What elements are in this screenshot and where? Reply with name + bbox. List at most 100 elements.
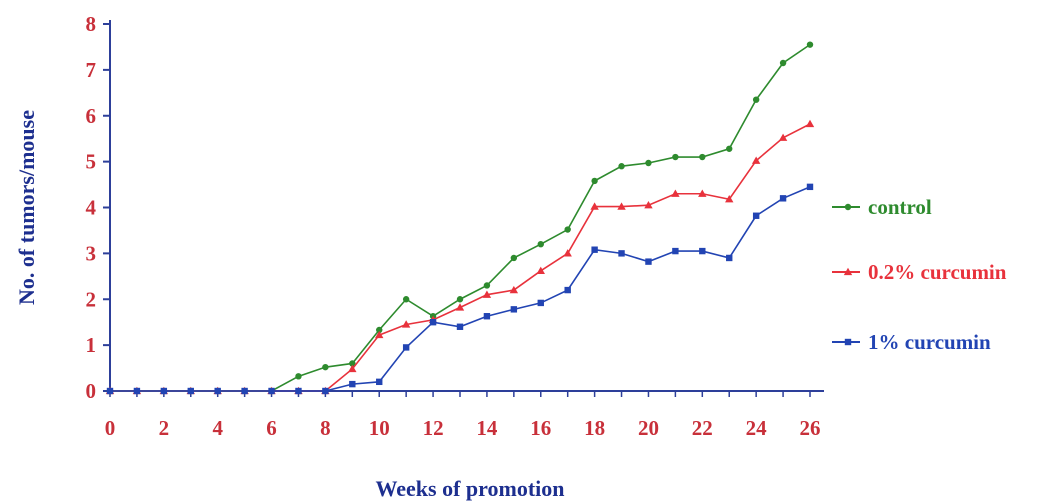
y-tick-label: 6 xyxy=(86,104,97,128)
data-point-1-curcumin xyxy=(779,195,787,202)
x-tick-label: 8 xyxy=(320,416,331,440)
data-point-1-curcumin xyxy=(295,387,302,395)
data-point-0-2-curcumin xyxy=(751,156,761,164)
data-point-0-2-curcumin xyxy=(509,285,519,294)
data-point-1-curcumin xyxy=(752,212,760,219)
data-point-control xyxy=(402,296,410,303)
data-point-control xyxy=(752,96,760,103)
data-point-0-2-curcumin xyxy=(563,249,572,257)
x-axis-title: Weeks of promotion xyxy=(375,476,564,501)
data-point-control xyxy=(483,282,491,289)
data-point-control xyxy=(349,360,356,367)
data-point-1-curcumin xyxy=(618,250,625,257)
data-point-control xyxy=(779,59,787,67)
y-tick-label: 4 xyxy=(86,196,97,220)
x-tick-label: 20 xyxy=(638,416,659,440)
data-point-0-2-curcumin xyxy=(617,202,626,210)
data-point-control xyxy=(591,177,598,185)
data-point-1-curcumin xyxy=(510,306,518,313)
legend-item-control: control xyxy=(832,195,932,219)
x-tick-label: 24 xyxy=(746,416,768,440)
data-point-control xyxy=(672,153,679,161)
x-tick-label: 4 xyxy=(212,416,223,440)
data-point-0-2-curcumin xyxy=(671,189,680,197)
legend-label: control xyxy=(868,195,932,219)
data-point-control xyxy=(456,296,464,303)
legend-marker xyxy=(844,203,852,211)
x-tick-label: 0 xyxy=(105,416,116,440)
data-point-control xyxy=(645,159,652,167)
data-point-control xyxy=(806,41,814,48)
data-point-1-curcumin xyxy=(187,387,194,395)
data-point-control xyxy=(510,254,518,262)
series-line-control xyxy=(110,43,811,392)
data-point-0-2-curcumin xyxy=(725,195,734,203)
data-point-0-2-curcumin xyxy=(455,303,465,311)
data-point-0-2-curcumin xyxy=(590,202,599,210)
legend: control 0.2% curcumin 1% curcumin xyxy=(832,195,1007,354)
data-point-1-curcumin xyxy=(806,183,814,191)
legend-item-0-2-curcumin: 0.2% curcumin xyxy=(832,260,1007,284)
data-point-0-2-curcumin xyxy=(536,266,545,274)
data-point-1-curcumin xyxy=(376,378,383,386)
data-point-control xyxy=(376,326,383,334)
data-point-1-curcumin xyxy=(268,387,275,395)
x-tick-label: 10 xyxy=(369,416,390,440)
x-tick-label: 16 xyxy=(530,416,551,440)
data-point-1-curcumin xyxy=(349,380,356,388)
series-line-0-2-curcumin xyxy=(110,123,811,392)
legend-marker xyxy=(843,267,853,276)
data-point-1-curcumin xyxy=(241,387,248,395)
data-point-control xyxy=(295,373,302,380)
data-point-control xyxy=(726,145,733,152)
legend-item-1-curcumin: 1% curcumin xyxy=(832,330,991,354)
y-tick-label: 5 xyxy=(86,150,97,174)
x-tick-label: 6 xyxy=(266,416,277,440)
series-1-curcumin xyxy=(106,183,814,395)
data-point-1-curcumin xyxy=(322,387,329,395)
data-point-control xyxy=(322,363,329,371)
x-tick-label: 26 xyxy=(800,416,821,440)
data-point-1-curcumin xyxy=(402,344,410,351)
y-tick-label: 3 xyxy=(86,241,97,265)
series-line-1-curcumin xyxy=(110,186,811,392)
data-point-1-curcumin xyxy=(483,313,491,320)
data-point-0-2-curcumin xyxy=(778,133,788,141)
y-axis-title: No. of tumors/mouse xyxy=(14,110,39,305)
data-point-0-2-curcumin xyxy=(375,330,384,339)
data-point-control xyxy=(537,241,544,248)
data-point-1-curcumin xyxy=(214,387,221,395)
data-point-control xyxy=(564,226,571,233)
data-point-0-2-curcumin xyxy=(348,364,357,373)
y-tick-label: 8 xyxy=(86,12,97,36)
data-point-1-curcumin xyxy=(699,247,706,255)
series-0-2-curcumin xyxy=(105,119,815,395)
x-tick-label: 18 xyxy=(584,416,605,440)
data-point-1-curcumin xyxy=(591,246,598,253)
x-tick-label: 14 xyxy=(476,416,498,440)
legend-label: 0.2% curcumin xyxy=(868,260,1007,284)
y-tick-label: 2 xyxy=(86,287,97,311)
data-point-1-curcumin xyxy=(726,254,733,262)
data-point-0-2-curcumin xyxy=(401,320,411,328)
data-point-1-curcumin xyxy=(537,299,544,307)
y-tick-label: 1 xyxy=(86,333,97,357)
data-point-0-2-curcumin xyxy=(482,290,492,298)
data-point-1-curcumin xyxy=(456,323,464,330)
x-tick-label: 12 xyxy=(423,416,444,440)
data-point-1-curcumin xyxy=(645,258,652,265)
series-layer xyxy=(105,41,815,395)
data-point-1-curcumin xyxy=(106,387,114,395)
legend-marker xyxy=(844,338,852,346)
data-point-1-curcumin xyxy=(133,387,141,395)
data-point-0-2-curcumin xyxy=(644,201,653,209)
y-tick-label: 7 xyxy=(86,58,97,82)
y-tick-label: 0 xyxy=(86,379,97,403)
data-point-control xyxy=(618,163,625,170)
data-point-1-curcumin xyxy=(564,286,571,294)
series-control xyxy=(106,41,814,395)
x-tick-label: 2 xyxy=(159,416,170,440)
data-point-control xyxy=(699,153,706,161)
